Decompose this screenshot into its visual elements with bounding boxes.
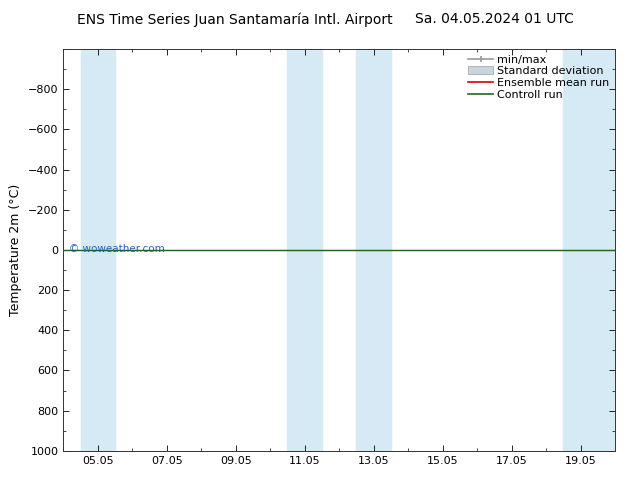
Bar	[356, 49, 391, 451]
Bar	[81, 49, 115, 451]
Text: Sa. 04.05.2024 01 UTC: Sa. 04.05.2024 01 UTC	[415, 12, 574, 26]
Y-axis label: Temperature 2m (°C): Temperature 2m (°C)	[10, 184, 22, 316]
Legend: min/max, Standard deviation, Ensemble mean run, Controll run: min/max, Standard deviation, Ensemble me…	[466, 52, 612, 102]
Text: © woweather.com: © woweather.com	[69, 244, 165, 254]
Bar	[563, 49, 615, 451]
Bar	[287, 49, 322, 451]
Text: ENS Time Series Juan Santamaría Intl. Airport: ENS Time Series Juan Santamaría Intl. Ai…	[77, 12, 392, 27]
